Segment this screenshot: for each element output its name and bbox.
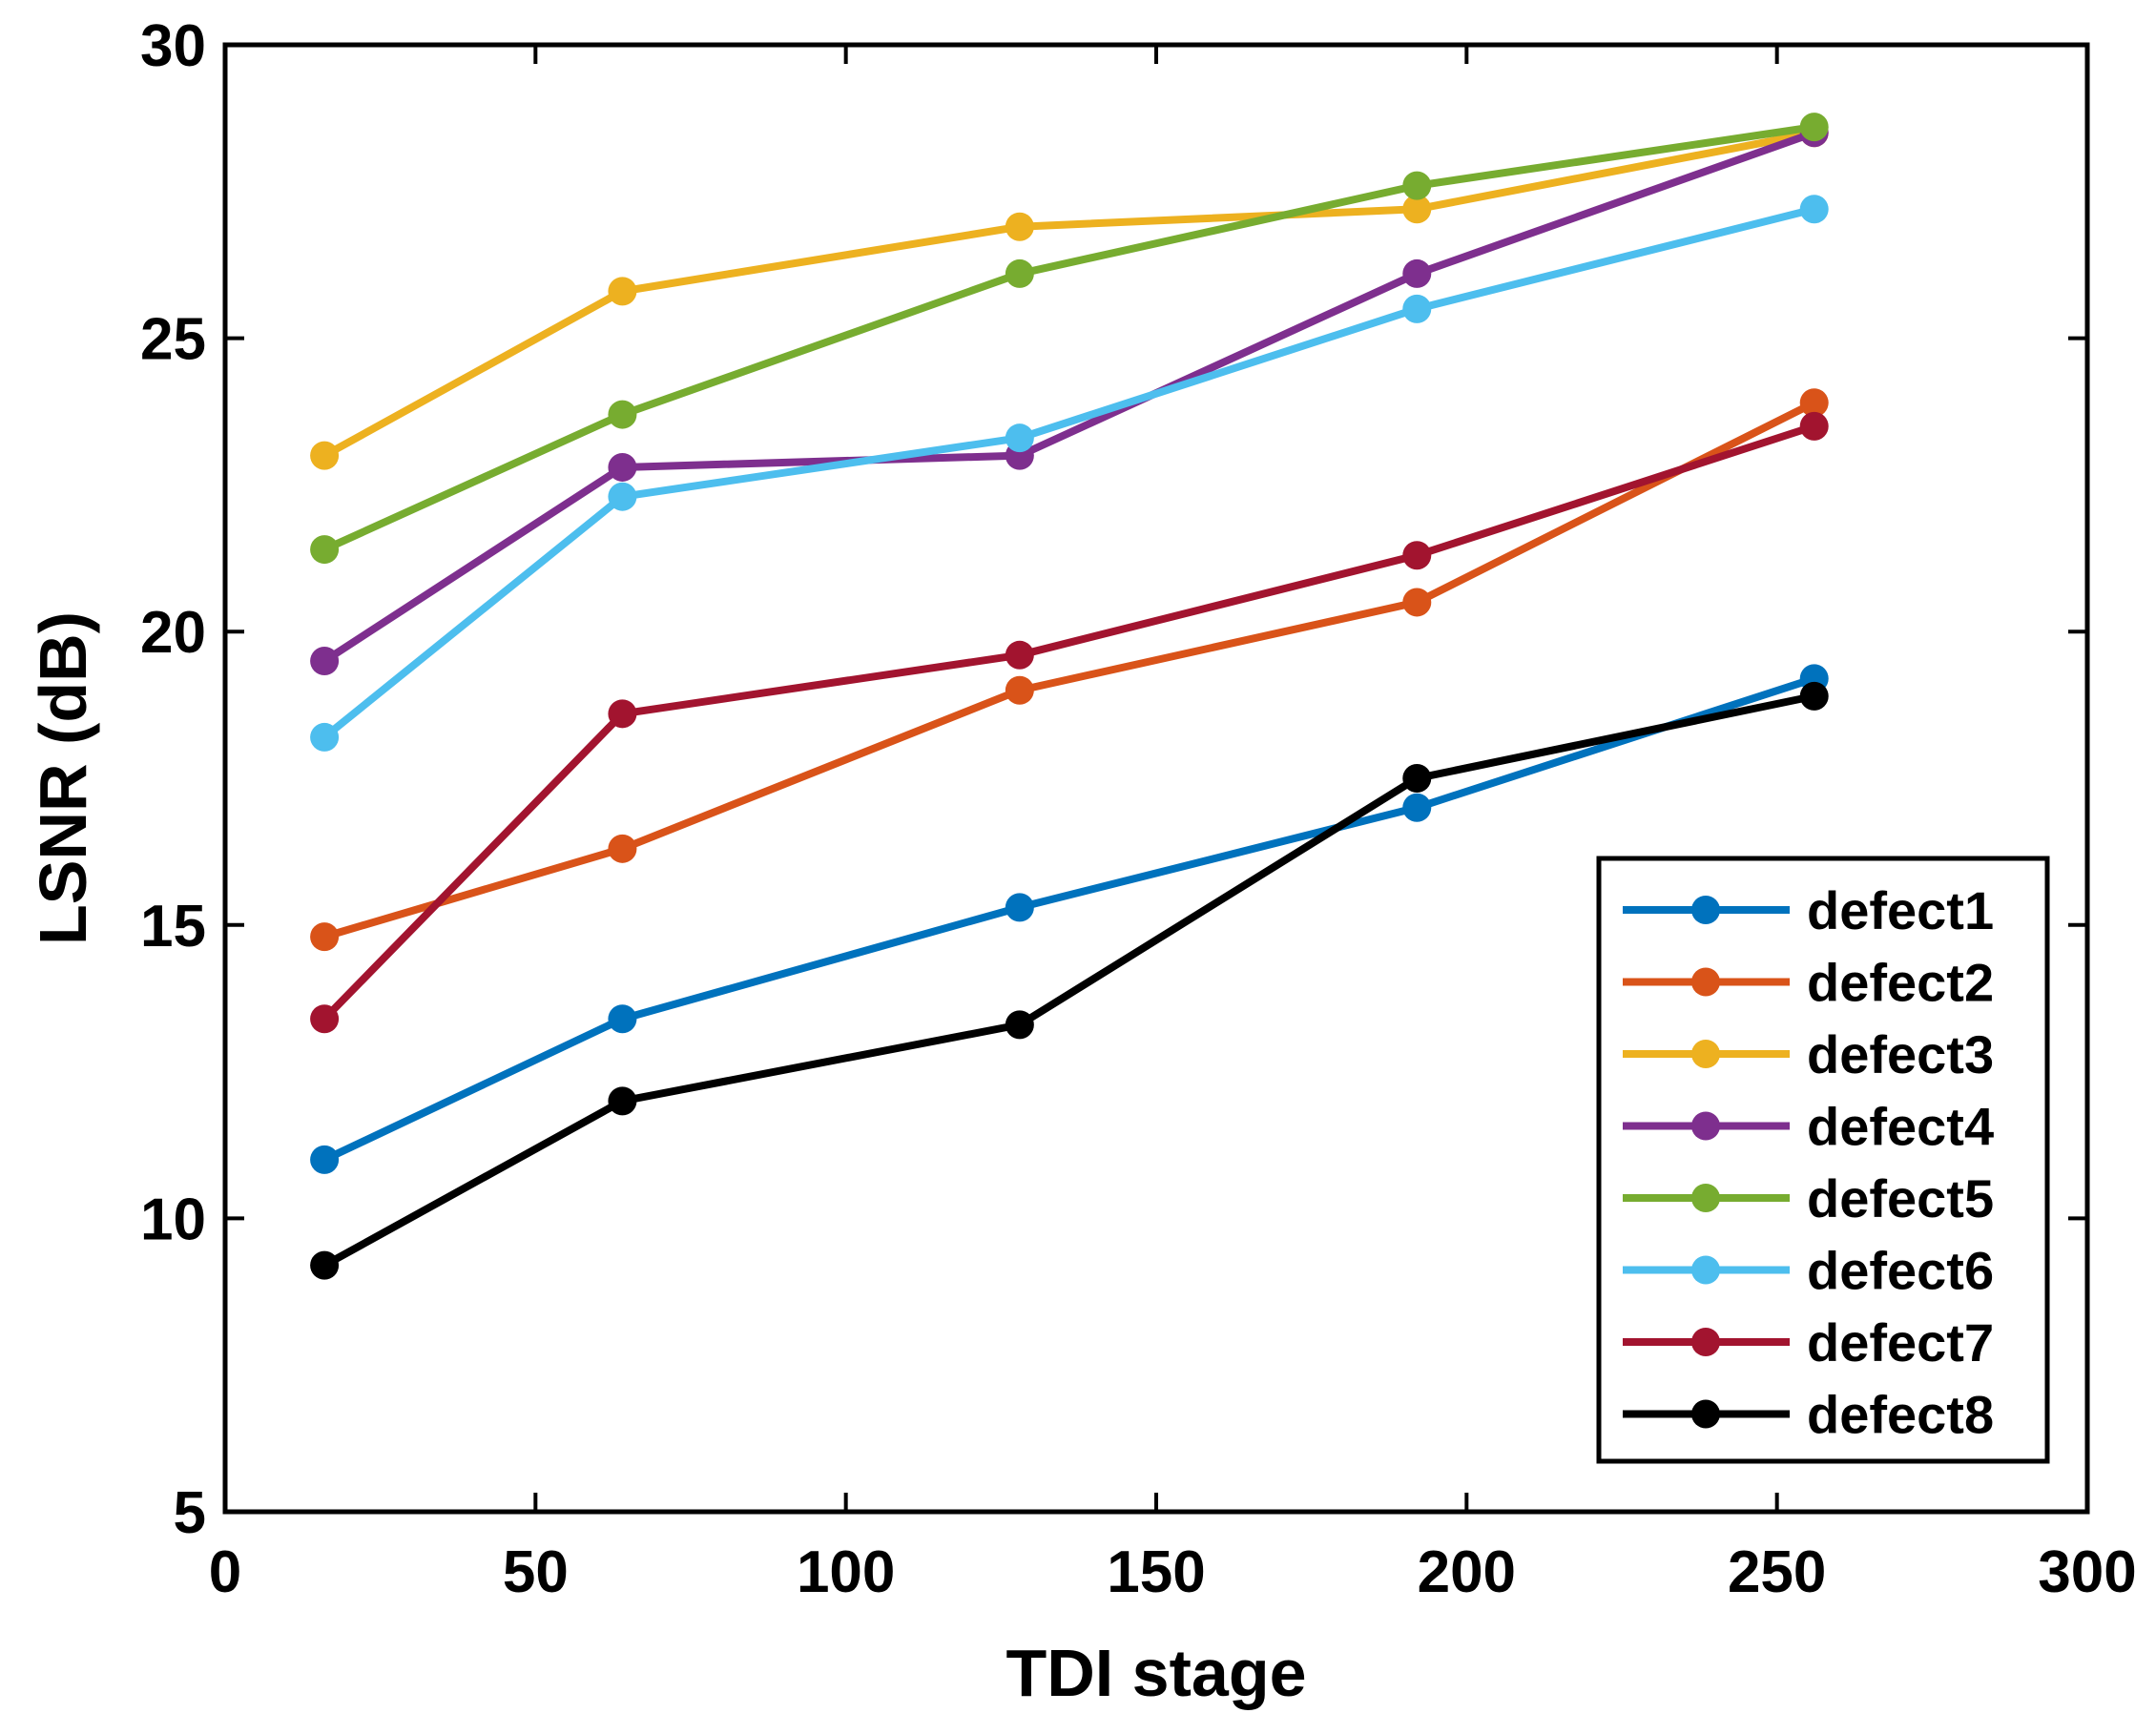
data-point bbox=[1402, 588, 1432, 617]
x-tick-label: 300 bbox=[2038, 1539, 2136, 1605]
series-defect6 bbox=[310, 195, 1829, 752]
legend-label: defect4 bbox=[1807, 1097, 1994, 1157]
x-tick-label: 250 bbox=[1728, 1539, 1826, 1605]
data-point bbox=[1799, 411, 1829, 441]
data-point bbox=[1402, 171, 1432, 200]
legend-label: defect8 bbox=[1807, 1385, 1994, 1445]
data-point bbox=[1402, 294, 1432, 323]
legend-swatch-marker bbox=[1691, 1111, 1720, 1141]
legend-item: defect6 bbox=[1623, 1241, 1994, 1301]
data-point bbox=[310, 441, 340, 470]
data-point bbox=[1005, 212, 1034, 241]
legend-swatch-marker bbox=[1691, 1184, 1720, 1212]
legend-item: defect2 bbox=[1623, 953, 1994, 1013]
data-point bbox=[608, 1004, 637, 1034]
data-point bbox=[310, 922, 340, 952]
y-tick-label: 25 bbox=[140, 307, 206, 373]
legend-item: defect1 bbox=[1623, 880, 1994, 940]
data-point bbox=[1799, 681, 1829, 711]
legend-label: defect3 bbox=[1807, 1024, 1994, 1084]
legend-swatch-marker bbox=[1691, 1328, 1720, 1356]
data-point bbox=[1402, 764, 1432, 793]
y-tick-label: 30 bbox=[140, 13, 206, 79]
data-point bbox=[1799, 388, 1829, 418]
data-point bbox=[310, 535, 340, 565]
data-point bbox=[608, 400, 637, 429]
data-point bbox=[1005, 423, 1034, 453]
data-point bbox=[310, 1004, 340, 1034]
series-defect4 bbox=[310, 118, 1829, 675]
data-point bbox=[1402, 793, 1432, 822]
data-point bbox=[608, 482, 637, 511]
legend-item: defect3 bbox=[1623, 1024, 1994, 1084]
data-point bbox=[608, 452, 637, 482]
data-point bbox=[608, 1086, 637, 1116]
data-point bbox=[1005, 893, 1034, 922]
series-defect5 bbox=[310, 113, 1829, 565]
data-point bbox=[1005, 1010, 1034, 1040]
data-point bbox=[1402, 195, 1432, 224]
data-point bbox=[1799, 113, 1829, 142]
x-tick-label: 100 bbox=[797, 1539, 895, 1605]
data-point bbox=[608, 834, 637, 863]
data-point bbox=[310, 646, 340, 675]
legend-box bbox=[1596, 856, 2050, 1464]
y-tick-label: 15 bbox=[140, 894, 206, 960]
x-tick-label: 150 bbox=[1107, 1539, 1205, 1605]
y-tick-label: 10 bbox=[140, 1187, 206, 1252]
data-point bbox=[1005, 258, 1034, 288]
data-point bbox=[310, 1250, 340, 1280]
series-defect8 bbox=[310, 681, 1829, 1280]
x-axis-label: TDI stage bbox=[1005, 1636, 1306, 1710]
legend-label: defect2 bbox=[1807, 953, 1994, 1013]
data-point bbox=[608, 277, 637, 306]
series-defect7 bbox=[310, 411, 1829, 1034]
y-tick-label: 20 bbox=[140, 600, 206, 666]
y-axis-label: LSNR (dB) bbox=[26, 611, 100, 945]
legend-swatch-marker bbox=[1691, 1040, 1720, 1068]
data-point bbox=[310, 1145, 340, 1174]
y-tick-label: 5 bbox=[174, 1480, 206, 1546]
legend-label: defect7 bbox=[1807, 1312, 1994, 1373]
data-point bbox=[1005, 675, 1034, 705]
data-point bbox=[608, 699, 637, 729]
x-tick-label: 0 bbox=[209, 1539, 241, 1605]
legend-label: defect1 bbox=[1807, 880, 1994, 940]
legend-swatch-marker bbox=[1691, 1399, 1720, 1429]
legend-item: defect5 bbox=[1623, 1168, 1994, 1228]
data-point bbox=[1005, 640, 1034, 670]
data-point bbox=[1799, 195, 1829, 224]
series-defect1 bbox=[310, 664, 1829, 1174]
legend-label: defect5 bbox=[1807, 1168, 1994, 1228]
data-point bbox=[1402, 258, 1432, 288]
data-point bbox=[310, 722, 340, 752]
legend-item: defect7 bbox=[1623, 1312, 1994, 1373]
legend-swatch-marker bbox=[1691, 967, 1720, 997]
series-layer bbox=[310, 113, 1829, 1280]
data-point bbox=[1402, 541, 1432, 570]
legend-label: defect6 bbox=[1807, 1241, 1994, 1301]
legend-swatch-marker bbox=[1691, 1255, 1720, 1285]
axis-ticks: 0 50 100 150 200 250 300 5 10 15 20 25 30 bbox=[140, 13, 2137, 1605]
legend-item: defect4 bbox=[1623, 1097, 1994, 1157]
x-tick-label: 50 bbox=[503, 1539, 569, 1605]
x-tick-label: 200 bbox=[1418, 1539, 1516, 1605]
legend: defect1 defect2 defect3 defect4 defect5 defec… bbox=[1596, 856, 2050, 1464]
series-defect2 bbox=[310, 388, 1829, 952]
legend-swatch-marker bbox=[1691, 896, 1720, 924]
legend-item: defect8 bbox=[1623, 1385, 1994, 1445]
